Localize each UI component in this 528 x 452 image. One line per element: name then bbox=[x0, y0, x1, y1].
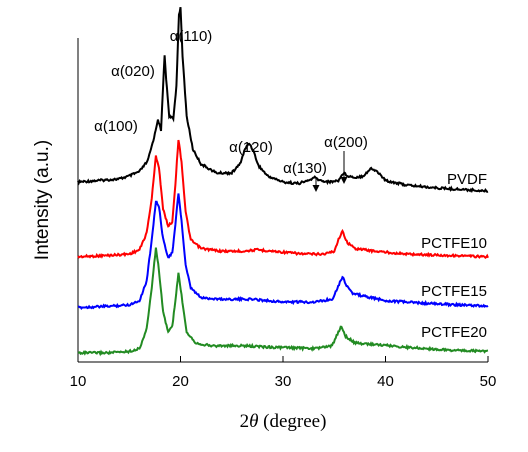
x-axis-label: 2θ (degree) bbox=[240, 411, 327, 432]
series-line-pctfe10 bbox=[77, 139, 489, 259]
peak-annotation: α(200) bbox=[324, 134, 368, 151]
series-line-pvdf bbox=[77, 6, 489, 193]
x-axis-label-theta: θ bbox=[249, 411, 258, 432]
series-label-pctfe10: PCTFE10 bbox=[421, 235, 487, 252]
peak-labels: α(100) α(020) α(110) α(120) α(130) α(200) bbox=[94, 28, 368, 192]
peak-annotation: α(120) bbox=[229, 139, 273, 156]
series-labels: PVDF PCTFE10 PCTFE15 PCTFE20 bbox=[421, 171, 487, 341]
plot-frame bbox=[77, 38, 488, 363]
x-tick-label: 30 bbox=[275, 373, 292, 390]
y-axis-label: Intensity (a.u.) bbox=[32, 140, 53, 260]
x-axis-label-prefix: 2 bbox=[240, 411, 250, 432]
peak-arrow-head bbox=[312, 185, 320, 192]
peak-annotation: α(100) bbox=[94, 118, 138, 135]
x-tick-label: 50 bbox=[480, 373, 497, 390]
series-label-pctfe15: PCTFE15 bbox=[421, 283, 487, 300]
x-axis-label-unit: (degree) bbox=[258, 411, 326, 432]
series-label-pvdf: PVDF bbox=[447, 171, 487, 188]
peak-arrow-head bbox=[340, 177, 348, 184]
series-line-pctfe20 bbox=[77, 247, 489, 357]
series-group bbox=[77, 6, 489, 357]
x-tick-label: 10 bbox=[70, 373, 87, 390]
x-ticks: 10 20 30 40 50 bbox=[70, 356, 497, 390]
series-label-pctfe20: PCTFE20 bbox=[421, 324, 487, 341]
peak-annotation: α(020) bbox=[111, 63, 155, 80]
series-line-pctfe15 bbox=[77, 193, 489, 311]
x-tick-label: 20 bbox=[172, 373, 189, 390]
peak-annotation: α(110) bbox=[170, 28, 213, 45]
peak-annotation: α(130) bbox=[283, 160, 327, 177]
x-tick-label: 40 bbox=[377, 373, 394, 390]
